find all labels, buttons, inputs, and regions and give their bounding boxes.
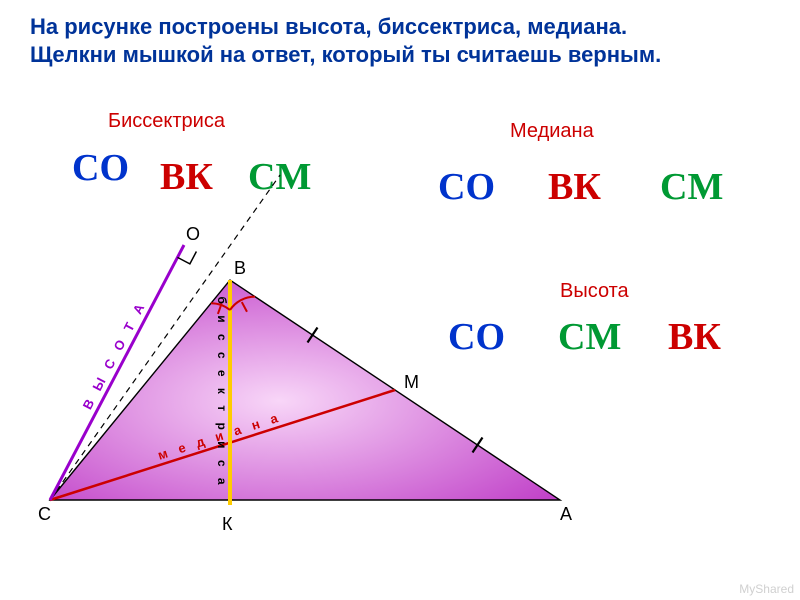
triangle-body: [50, 280, 560, 500]
bisector-label: б и с с е к т р и с а: [215, 296, 229, 488]
triangle-diagram: В Ы С О Т А б и с с е к т р и с а м е д …: [0, 0, 800, 600]
vertex-o-label: О: [186, 224, 200, 244]
vertex-m-label: М: [404, 372, 419, 392]
vertex-c-label: С: [38, 504, 51, 524]
vertex-b-label: В: [234, 258, 246, 278]
watermark: MyShared: [739, 582, 794, 596]
vertex-k-label: К: [222, 514, 233, 534]
vertex-a-label: А: [560, 504, 572, 524]
